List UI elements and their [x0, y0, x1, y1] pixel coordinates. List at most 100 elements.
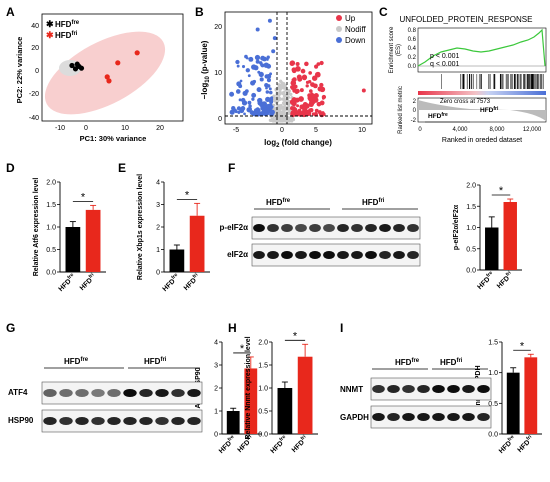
volcano-point-up [298, 112, 303, 117]
bands-G-band [155, 389, 169, 397]
blot-g: HFDfre HFDfri ATF4 HSP90 [8, 357, 203, 433]
volcano-point-down [240, 97, 246, 103]
bar-d-sig-star: * [81, 191, 86, 203]
bands-G-band [91, 417, 105, 425]
blot-g-strip-0 [41, 381, 203, 405]
volcano-point-up [311, 75, 318, 81]
bar-f-xlabel: HFDfri [495, 270, 516, 291]
bar-h-sig-star: * [293, 330, 298, 342]
gsea-xtick: 8,000 [489, 127, 505, 133]
pca-xlabel: PC1: 30% variance [80, 134, 147, 143]
bar-i-fre [506, 372, 520, 434]
bar-d-xlabel: HFDfre [56, 272, 77, 293]
volcano-point-up [321, 111, 325, 115]
bar-g-fri [244, 368, 258, 434]
volcano-point-up [314, 108, 319, 113]
volcano-point-up [292, 98, 297, 104]
volcano-point-down [268, 87, 272, 91]
blot-f-group-fri: HFDfri [362, 198, 385, 207]
bar-d-fre [65, 227, 81, 272]
gsea-rank-tick: 2 [413, 99, 417, 105]
bar-i-ytick: 1.0 [488, 370, 498, 377]
volcano-point-down [235, 59, 240, 65]
volcano-point-down [266, 63, 271, 68]
bar-h-ytick: 0.5 [258, 409, 268, 416]
pca-ytick: 20 [31, 45, 39, 52]
volcano-point-up [317, 86, 323, 92]
blot-f: HFDfre HFDfri p-eIF2α eIF2α [220, 198, 421, 267]
volcano-point-down [240, 106, 246, 111]
bar-e-ytick: 1 [156, 247, 160, 254]
bands-F-band [267, 224, 279, 232]
bands-I-band [402, 385, 415, 393]
panel-letter-a: A [6, 5, 15, 19]
volcano-point-up [290, 80, 297, 86]
gsea-xtick: 12,000 [523, 127, 542, 133]
volcano-point-nodiff [280, 116, 284, 120]
volcano-point-down [259, 111, 265, 117]
bands-F-band [393, 251, 405, 259]
volcano-point-up [311, 112, 316, 116]
volcano-point-nodiff [283, 84, 287, 88]
bar-h-xlabel: HFDfri [289, 434, 310, 455]
bar-f-xlabel: HFDfre [475, 270, 496, 291]
bands-F-band [337, 224, 349, 232]
bar-g-ytick: 0 [214, 432, 218, 439]
bands-G-band [59, 417, 73, 425]
volcano-point-down [271, 49, 276, 54]
volcano-point-down [241, 65, 246, 69]
volcano-point-nodiff [278, 89, 282, 94]
volcano-point-nodiff [286, 108, 291, 112]
bands-F-band [253, 224, 265, 232]
pca-point-fri [106, 78, 112, 84]
bar-e-ytick: 0 [156, 270, 160, 277]
bands-G-band [139, 417, 153, 425]
bands-F-band [351, 251, 363, 259]
bar-d-fri [85, 209, 101, 272]
bands-F-band [365, 251, 377, 259]
bands-I-band [432, 385, 445, 393]
volcano-point-down [257, 97, 263, 104]
volcano-point-nodiff [273, 119, 277, 123]
panel-letter-d: D [6, 161, 15, 175]
volcano-point-up [302, 75, 307, 81]
bar-g-xlabel: HFDfre [217, 434, 238, 455]
bar-i-ytick: 0.0 [488, 432, 498, 439]
blot-g-group-fri: HFDfri [144, 357, 167, 366]
bands-F-band [253, 251, 265, 259]
bands-G-band [75, 389, 89, 397]
volcano-point-up [312, 97, 319, 103]
gsea-es-label: Enrichment score [389, 26, 395, 73]
pca-x-ticks: -10 0 10 20 [55, 125, 164, 132]
legend-up-dot [336, 15, 342, 21]
volcano-point-down [267, 18, 272, 23]
blot-f-label-0: p-eIF2α [220, 223, 249, 232]
blot-f-label-1: eIF2α [227, 250, 248, 259]
volcano-point-down [265, 90, 270, 94]
volcano-point-up [305, 80, 310, 85]
volcano-point-nodiff [276, 86, 281, 90]
pca-panel: ✱ HFDfre ✱ HFDfri 40 20 0 -20 -40 -10 0 … [15, 13, 184, 143]
bands-I-band [477, 413, 490, 421]
bands-G-band [187, 417, 201, 425]
bands-I-band [417, 385, 430, 393]
bands-I-band [477, 385, 490, 393]
volcano-point-nodiff [282, 106, 286, 110]
volcano-point-down [266, 55, 270, 59]
bar-chart-d: 0.0 0.5 1.0 1.5 2.0 Relative Atf6 expression … [33, 178, 106, 293]
volcano-point-up [296, 104, 300, 108]
bands-F-band [337, 251, 349, 259]
volcano-point-down [251, 64, 257, 70]
volcano-ytick: 10 [214, 70, 222, 77]
pca-xtick: 10 [121, 125, 129, 132]
bar-h-ytick: 1.5 [258, 363, 268, 370]
gsea-es-tick: 0.6 [408, 37, 417, 43]
bands-G-band [91, 389, 105, 397]
blot-g-label-0: ATF4 [8, 388, 28, 397]
pca-point-fre [78, 65, 85, 71]
volcano-xtick: -5 [233, 127, 239, 134]
pca-ytick: 0 [35, 68, 39, 75]
volcano-point-down [266, 73, 272, 79]
bands-G-band [139, 389, 153, 397]
volcano-point-up [307, 93, 312, 98]
